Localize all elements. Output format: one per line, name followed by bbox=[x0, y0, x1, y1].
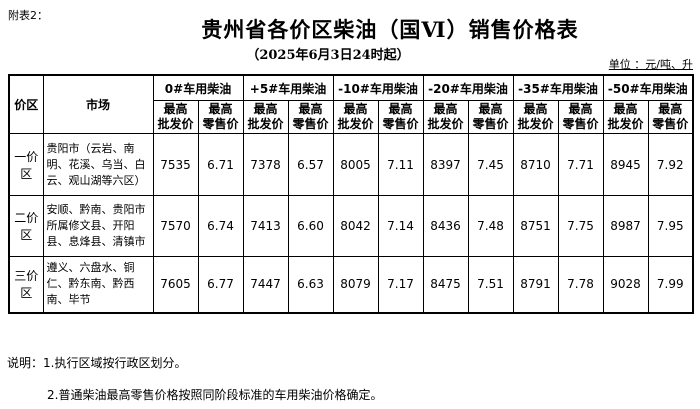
table-row-zone2: 二价区 安顺、黔南、贵阳市所属修文县、开阳县、息烽县、清镇市 7570 6.74… bbox=[8, 195, 694, 257]
price-cell: 8079 bbox=[332, 256, 379, 313]
price-cell: 7447 bbox=[242, 256, 289, 313]
price-cell: 7.75 bbox=[557, 195, 604, 257]
price-cell: 6.57 bbox=[287, 133, 334, 196]
market-cell: 贵阳市（云岩、南明、花溪、乌当、白云、观山湖等六区） bbox=[42, 133, 154, 196]
fuel-group-header-3: -20#车用柴油 bbox=[422, 74, 514, 101]
price-cell: 7.51 bbox=[467, 256, 514, 313]
price-cell: 7.71 bbox=[557, 133, 604, 196]
price-cell: 8945 bbox=[602, 133, 649, 196]
price-cell: 6.77 bbox=[197, 256, 244, 313]
note-line-2: 2.普通柴油最高零售价格按照同阶段标准的车用柴油价格确定。 bbox=[47, 388, 383, 402]
sub-header-retail: 最高 零售价 bbox=[377, 100, 424, 134]
sub-header-retail: 最高 零售价 bbox=[467, 100, 514, 134]
price-cell: 7378 bbox=[242, 133, 289, 196]
sub-header-retail: 最高 零售价 bbox=[557, 100, 604, 134]
effective-date-subtitle: （2025年6月3日24时起） bbox=[246, 48, 410, 63]
price-cell: 7570 bbox=[152, 195, 199, 257]
fuel-group-header-4: -35#车用柴油 bbox=[512, 74, 604, 101]
price-cell: 8042 bbox=[332, 195, 379, 257]
price-cell: 8005 bbox=[332, 133, 379, 196]
table-header-sub: 最高 批发价 最高 零售价 最高 批发价 最高 零售价 最高 批发价 最高 零售… bbox=[9, 100, 694, 134]
price-cell: 8987 bbox=[602, 195, 649, 257]
market-cell: 安顺、黔南、贵阳市所属修文县、开阳县、息烽县、清镇市 bbox=[42, 195, 154, 257]
diesel-price-table: 价区 市场 0#车用柴油 +5#车用柴油 -10#车用柴油 -20#车用柴油 -… bbox=[8, 74, 694, 314]
table-row-zone1: 一价区 贵阳市（云岩、南明、花溪、乌当、白云、观山湖等六区） 7535 6.71… bbox=[8, 133, 694, 196]
price-cell: 7.92 bbox=[647, 133, 694, 196]
sub-header-retail: 最高 零售价 bbox=[197, 100, 244, 134]
price-cell: 8475 bbox=[422, 256, 469, 313]
zone-cell: 一价区 bbox=[8, 133, 44, 196]
price-cell: 8751 bbox=[512, 195, 559, 257]
price-cell: 7.11 bbox=[377, 133, 424, 196]
price-cell: 7.99 bbox=[647, 256, 694, 313]
sub-header-wholesale: 最高 批发价 bbox=[602, 100, 649, 134]
price-cell: 8791 bbox=[512, 256, 559, 313]
sub-header-wholesale: 最高 批发价 bbox=[512, 100, 559, 134]
price-cell: 7.45 bbox=[467, 133, 514, 196]
sub-header-retail: 最高 零售价 bbox=[647, 100, 694, 134]
table-header-groups: 价区 市场 0#车用柴油 +5#车用柴油 -10#车用柴油 -20#车用柴油 -… bbox=[8, 74, 694, 134]
price-cell: 7535 bbox=[152, 133, 199, 196]
price-cell: 7413 bbox=[242, 195, 289, 257]
col-header-market: 市场 bbox=[42, 74, 154, 134]
price-cell: 7.95 bbox=[647, 195, 694, 257]
price-cell: 8397 bbox=[422, 133, 469, 196]
fuel-group-header-0: 0#车用柴油 bbox=[152, 74, 244, 101]
fuel-group-header-5: -50#车用柴油 bbox=[602, 74, 694, 101]
page-title: 贵州省各价区柴油（国Ⅵ）销售价格表 bbox=[201, 17, 579, 42]
price-cell: 8710 bbox=[512, 133, 559, 196]
price-cell: 7605 bbox=[152, 256, 199, 313]
sub-header-retail: 最高 零售价 bbox=[287, 100, 334, 134]
market-cell: 遵义、六盘水、铜仁、黔东南、黔西南、毕节 bbox=[42, 256, 154, 313]
price-cell: 9028 bbox=[602, 256, 649, 313]
note-line-1: 说明：1.执行区域按行政区划分。 bbox=[7, 356, 187, 370]
price-cell: 6.74 bbox=[197, 195, 244, 257]
sub-header-wholesale: 最高 批发价 bbox=[332, 100, 379, 134]
fuel-group-header-1: +5#车用柴油 bbox=[242, 74, 334, 101]
sub-header-wholesale: 最高 批发价 bbox=[152, 100, 199, 134]
table-row-zone3: 三价区 遵义、六盘水、铜仁、黔东南、黔西南、毕节 7605 6.77 7447 … bbox=[8, 256, 694, 313]
price-cell: 8436 bbox=[422, 195, 469, 257]
zone-cell: 三价区 bbox=[8, 256, 44, 313]
price-cell: 7.17 bbox=[377, 256, 424, 313]
unit-label: 单位 ：元/吨、升 bbox=[608, 58, 693, 71]
price-cell: 6.71 bbox=[197, 133, 244, 196]
price-cell: 7.78 bbox=[557, 256, 604, 313]
sub-header-wholesale: 最高 批发价 bbox=[422, 100, 469, 134]
price-cell: 7.14 bbox=[377, 195, 424, 257]
sub-header-wholesale: 最高 批发价 bbox=[242, 100, 289, 134]
attachment-label: 附表2： bbox=[8, 9, 48, 22]
zone-cell: 二价区 bbox=[8, 195, 44, 257]
price-cell: 6.63 bbox=[287, 256, 334, 313]
price-cell: 7.48 bbox=[467, 195, 514, 257]
col-header-zone: 价区 bbox=[8, 74, 44, 134]
fuel-group-header-2: -10#车用柴油 bbox=[332, 74, 424, 101]
price-cell: 6.60 bbox=[287, 195, 334, 257]
